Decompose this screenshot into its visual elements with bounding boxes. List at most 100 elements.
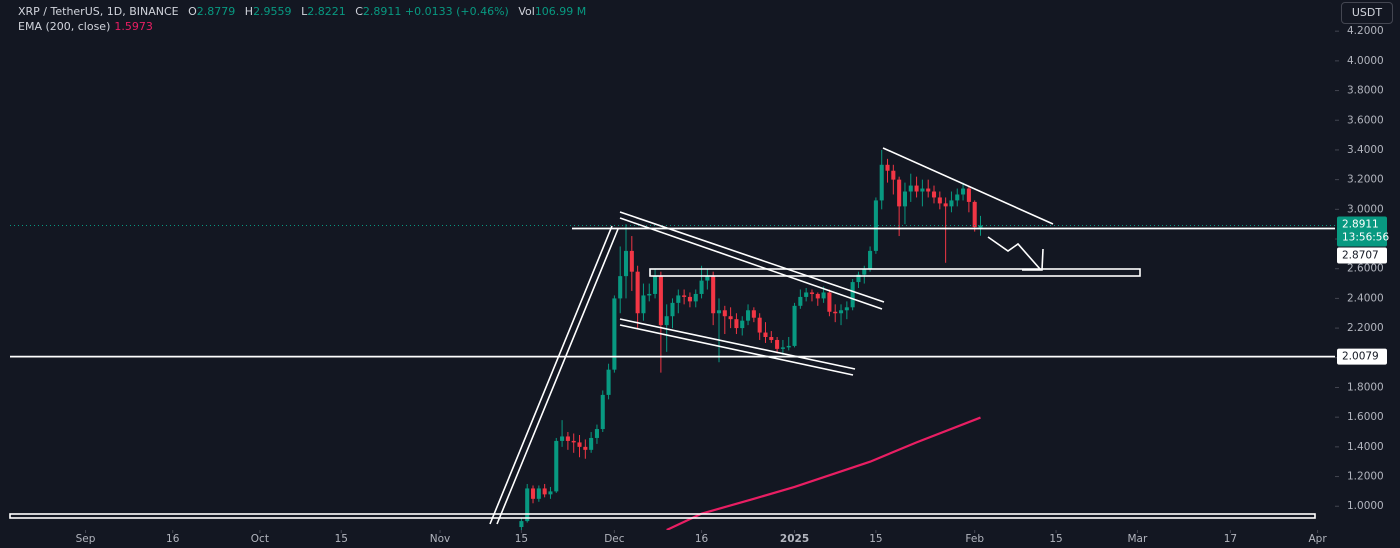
level-label: 2.8707 bbox=[1342, 250, 1379, 262]
volume-label: Vol bbox=[518, 5, 535, 18]
drawings bbox=[9, 147, 1316, 525]
y-tick-label: 2.2000 bbox=[1347, 322, 1384, 334]
candle-body bbox=[687, 296, 692, 302]
last-price-label: 2.8911 bbox=[1342, 218, 1379, 230]
candle-body bbox=[594, 429, 599, 438]
candle-body bbox=[873, 200, 878, 251]
candle-body bbox=[618, 276, 623, 299]
x-tick-label: 17 bbox=[1224, 533, 1237, 545]
candle-body bbox=[885, 164, 890, 171]
candle-body bbox=[600, 394, 605, 430]
channel-line bbox=[619, 324, 854, 376]
candle-body bbox=[838, 310, 844, 314]
y-tick-label: 1.6000 bbox=[1347, 411, 1384, 423]
y-tick-label: 2.6000 bbox=[1347, 263, 1384, 275]
symbol: XRP / TetherUS, 1D, BINANCE bbox=[18, 5, 179, 18]
axes: 1.00001.20001.40001.60001.80002.00002.20… bbox=[76, 25, 1390, 545]
candle-body bbox=[629, 250, 634, 272]
candle-body bbox=[693, 293, 698, 302]
ohlc-value: 2.8779 bbox=[196, 5, 236, 18]
candle-body bbox=[606, 369, 611, 395]
candle-body bbox=[705, 276, 710, 281]
x-tick-label: Apr bbox=[1308, 533, 1327, 545]
candle-body bbox=[589, 437, 594, 450]
candle-body bbox=[751, 310, 756, 318]
candle-body bbox=[775, 339, 780, 349]
x-tick-label: 15 bbox=[335, 533, 348, 545]
candle-body bbox=[978, 225, 983, 228]
ema-line bbox=[666, 416, 981, 530]
candle-body bbox=[966, 188, 971, 202]
y-tick-label: 3.2000 bbox=[1347, 174, 1384, 186]
indicator-line: EMA (200, close) 1.5973 bbox=[18, 19, 586, 34]
y-tick-label: 2.4000 bbox=[1347, 292, 1384, 304]
level-label-box bbox=[1337, 247, 1387, 264]
candle-body bbox=[850, 282, 855, 308]
candle-body bbox=[623, 250, 629, 277]
legend: XRP / TetherUS, 1D, BINANCE O2.8779 H2.9… bbox=[18, 4, 586, 34]
level-label-box bbox=[1337, 348, 1387, 365]
volume: 106.99 M bbox=[534, 5, 587, 18]
channel-line bbox=[619, 318, 856, 370]
price-axis bbox=[1335, 0, 1400, 548]
candle-body bbox=[682, 295, 687, 297]
support-zone bbox=[649, 268, 1141, 277]
candle-body bbox=[943, 203, 948, 207]
candle-body bbox=[868, 250, 873, 269]
candle-body bbox=[763, 332, 768, 338]
y-tick-label: 3.6000 bbox=[1347, 114, 1384, 126]
candle-body bbox=[530, 488, 536, 499]
candle-body bbox=[612, 298, 617, 370]
candle-body bbox=[565, 436, 570, 441]
candle-body bbox=[583, 446, 588, 450]
y-tick-label: 4.2000 bbox=[1347, 25, 1384, 37]
ohlc-value: 2.8221 bbox=[307, 5, 346, 18]
trend-line bbox=[489, 225, 613, 525]
resistance-line bbox=[882, 147, 1054, 225]
x-tick-label: Oct bbox=[251, 533, 269, 545]
candle-body bbox=[809, 292, 815, 294]
candle-body bbox=[792, 305, 797, 346]
ohlc-label: O bbox=[188, 5, 197, 18]
candle-body bbox=[955, 194, 960, 201]
candle-body bbox=[815, 293, 820, 299]
candle-body bbox=[844, 307, 849, 311]
x-tick-label: 15 bbox=[869, 533, 882, 545]
candle-body bbox=[641, 295, 646, 314]
y-tick-label: 3.4000 bbox=[1347, 144, 1384, 156]
candle-body bbox=[891, 170, 896, 180]
ohlc-label: C bbox=[355, 5, 363, 18]
countdown: 13:56:56 bbox=[1342, 231, 1389, 243]
x-tick-label: Nov bbox=[430, 533, 451, 545]
trend-line bbox=[496, 228, 619, 525]
candle-body bbox=[931, 191, 937, 198]
x-tick-label: 2025 bbox=[780, 533, 809, 545]
candle-body bbox=[798, 296, 803, 306]
candle-body bbox=[804, 292, 809, 297]
ohlc-label: L bbox=[301, 5, 308, 18]
channel-line bbox=[619, 211, 885, 303]
y-tick-label: 3.0000 bbox=[1347, 203, 1384, 215]
ohlc-value: 2.8911 bbox=[362, 5, 402, 18]
candle-body bbox=[571, 440, 576, 443]
y-tick-label: 3.8000 bbox=[1347, 85, 1384, 97]
candle-body bbox=[757, 317, 762, 333]
indicator-name: EMA (200, close) bbox=[18, 20, 111, 33]
candle-body bbox=[536, 488, 541, 499]
candle-body bbox=[734, 319, 739, 329]
y-tick-label: 1.4000 bbox=[1347, 441, 1384, 453]
candle-body bbox=[722, 310, 727, 317]
x-tick-label: Sep bbox=[76, 533, 96, 545]
candle-body bbox=[972, 201, 977, 228]
candle-body bbox=[542, 488, 547, 495]
currency-button[interactable]: USDT bbox=[1341, 2, 1393, 24]
candle-body bbox=[769, 337, 774, 340]
plot-area bbox=[10, 149, 1335, 530]
candle-body bbox=[937, 197, 942, 204]
candle-body bbox=[740, 320, 745, 329]
candle-body bbox=[647, 293, 652, 296]
x-tick-label: Feb bbox=[965, 533, 984, 545]
candle-body bbox=[525, 488, 530, 522]
candle-body bbox=[577, 442, 582, 447]
